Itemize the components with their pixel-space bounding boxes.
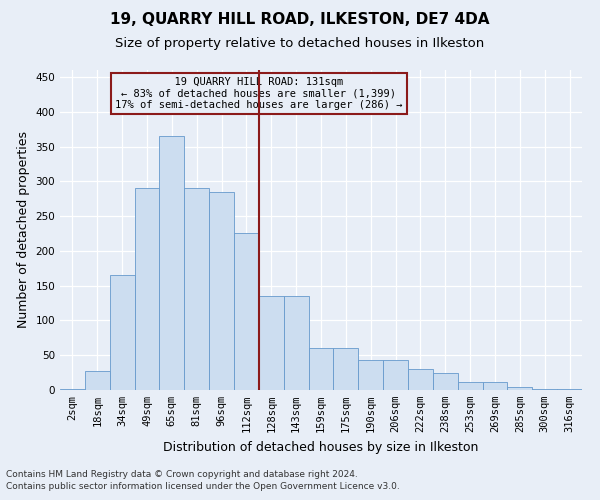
Bar: [308, 348, 334, 390]
Bar: [160, 136, 184, 390]
Bar: [184, 188, 209, 390]
Bar: [284, 296, 308, 390]
Bar: [532, 388, 557, 390]
Bar: [482, 382, 508, 390]
Bar: [408, 369, 433, 390]
Text: 19 QUARRY HILL ROAD: 131sqm  
← 83% of detached houses are smaller (1,399)
17% o: 19 QUARRY HILL ROAD: 131sqm ← 83% of det…: [115, 77, 403, 110]
Y-axis label: Number of detached properties: Number of detached properties: [17, 132, 30, 328]
Bar: [334, 348, 358, 390]
Bar: [110, 275, 134, 390]
Bar: [85, 370, 110, 390]
Bar: [383, 360, 408, 390]
Bar: [433, 374, 458, 390]
Bar: [508, 386, 532, 390]
Text: Contains public sector information licensed under the Open Government Licence v3: Contains public sector information licen…: [6, 482, 400, 491]
Text: Contains HM Land Registry data © Crown copyright and database right 2024.: Contains HM Land Registry data © Crown c…: [6, 470, 358, 479]
Text: 19, QUARRY HILL ROAD, ILKESTON, DE7 4DA: 19, QUARRY HILL ROAD, ILKESTON, DE7 4DA: [110, 12, 490, 28]
Bar: [358, 360, 383, 390]
Bar: [458, 382, 482, 390]
Text: Size of property relative to detached houses in Ilkeston: Size of property relative to detached ho…: [115, 38, 485, 51]
X-axis label: Distribution of detached houses by size in Ilkeston: Distribution of detached houses by size …: [163, 440, 479, 454]
Bar: [234, 234, 259, 390]
Bar: [209, 192, 234, 390]
Bar: [259, 296, 284, 390]
Bar: [134, 188, 160, 390]
